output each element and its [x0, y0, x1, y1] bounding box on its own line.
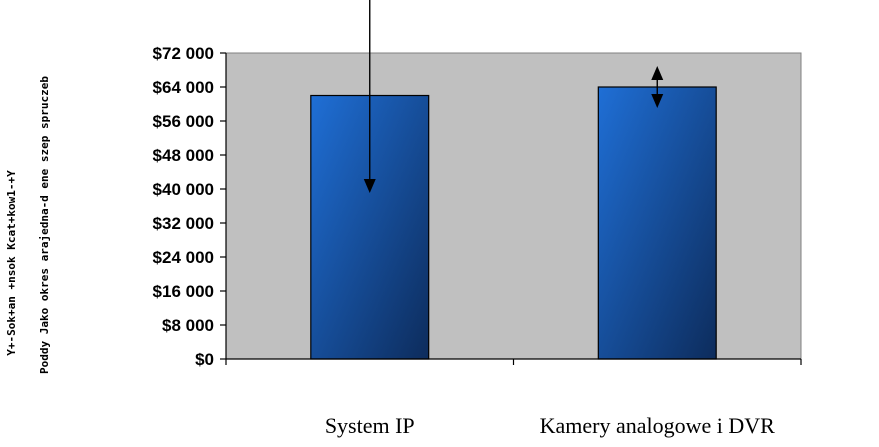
y-tick-label: $24 000	[153, 248, 214, 267]
y-axis-labels: Y+-Sok+an +nsok Kcat+kow1-+Y Poddy Jako o…	[5, 76, 51, 374]
category-label-1: Kamery analogowe i DVR	[540, 413, 776, 438]
error-bar-lower-arrow-1	[651, 94, 664, 108]
bar-1	[597, 86, 717, 360]
y-tick-label: $56 000	[153, 112, 214, 131]
error-bar-lower-arrow-0	[363, 179, 376, 193]
y-tick-label: $32 000	[153, 214, 214, 233]
category-label-0: System IP	[325, 413, 415, 438]
y-axis-label-left: Y+-Sok+an +nsok Kcat+kow1-+Y	[5, 170, 18, 356]
x-category-labels: System IP Kamery analogowe i DVR	[325, 413, 775, 438]
y-tick-labels: $0 $8 000 $16 000 $24 000 $32 000 $40 000 $48 …	[153, 44, 214, 369]
y-tick-label: $72 000	[153, 44, 214, 63]
axes-group	[220, 52, 802, 365]
y-tick-label: $40 000	[153, 180, 214, 199]
y-tick-label: $8 000	[162, 316, 214, 335]
error-bar-upper-arrow-1	[651, 66, 664, 80]
y-tick-label: $48 000	[153, 146, 214, 165]
y-tick-label: $64 000	[153, 78, 214, 97]
y-tick-label: $0	[195, 350, 214, 369]
y-tick-label: $16 000	[153, 282, 214, 301]
error-bars-group	[363, 0, 664, 193]
y-axis-label-right: Poddy Jako okres arajedna-d ene szep spr…	[38, 76, 51, 374]
